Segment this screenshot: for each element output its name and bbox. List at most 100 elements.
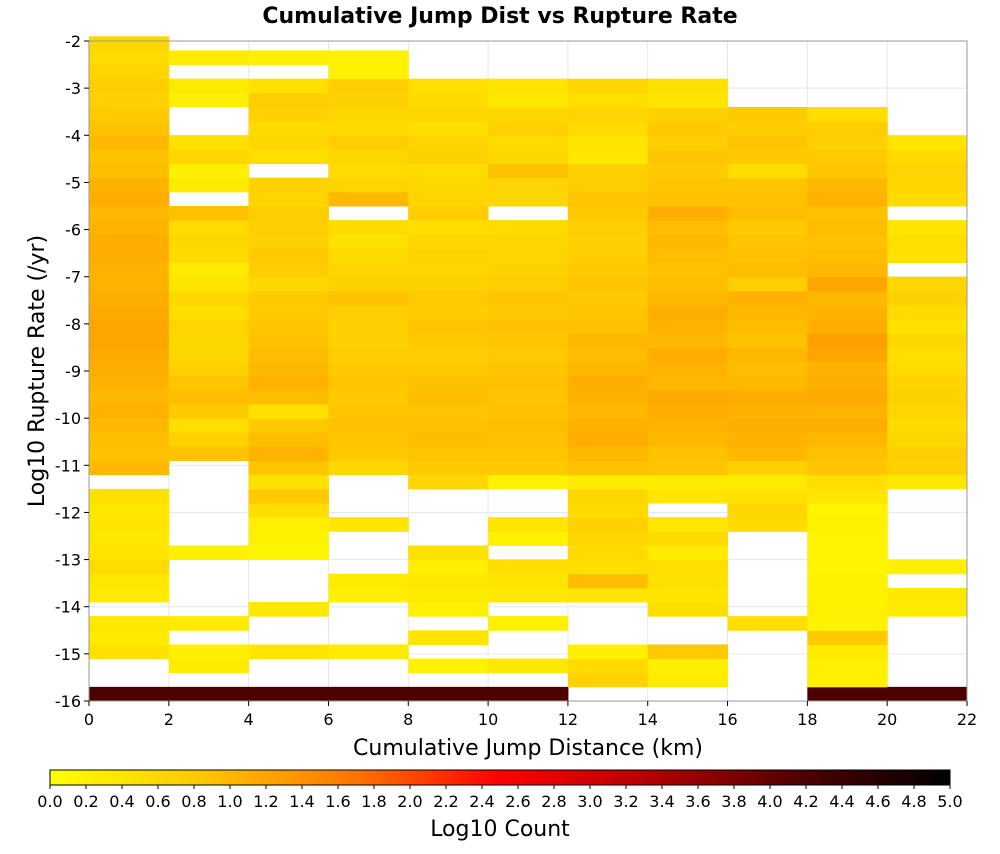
heatmap-cell: [168, 644, 250, 660]
heatmap-cell: [89, 644, 170, 660]
heatmap-cell: [807, 644, 888, 660]
heatmap-cell: [408, 404, 489, 419]
y-axis-ticks: -2 -3 -4 -5 -6 -7 -8 -9 -10 -11 -12 -13 -14 -15 -16: [55, 32, 89, 711]
heatmap-cell: [488, 234, 569, 249]
heatmap-cell: [887, 163, 968, 179]
heatmap-cell: [887, 149, 968, 165]
heatmap-cell: [168, 616, 250, 631]
heatmap-cell: [248, 602, 329, 617]
heatmap-cell: [89, 361, 170, 377]
heatmap-cell: [168, 177, 250, 193]
heatmap-cell: [89, 389, 170, 405]
heatmap-cell: [168, 163, 250, 179]
heatmap-cell: [168, 149, 250, 165]
y-tick-label: -9: [65, 362, 81, 381]
heatmap-cell: [328, 418, 409, 433]
heatmap-cell: [807, 290, 888, 306]
colorbar-tick-label: 3.0: [577, 792, 602, 811]
heatmap-cell: [408, 262, 489, 278]
heatmap-cell: [807, 163, 888, 179]
colorbar-tick-label: 3.8: [721, 792, 746, 811]
heatmap-cell: [727, 460, 808, 476]
heatmap-cell: [807, 149, 888, 165]
heatmap-cell: [647, 545, 729, 561]
heatmap-cell: [328, 177, 409, 193]
chart-title: Cumulative Jump Dist vs Rupture Rate: [262, 4, 737, 29]
heatmap-cell: [567, 517, 649, 532]
y-tick-label: -14: [55, 598, 81, 617]
colorbar-tick-label: 1.2: [253, 792, 278, 811]
heatmap-cell: [408, 389, 489, 405]
heatmap-cell: [89, 149, 170, 165]
heatmap-cell: [567, 290, 649, 306]
heatmap-cell: [567, 587, 649, 603]
heatmap-cell: [89, 78, 170, 94]
heatmap-cell: [567, 460, 649, 476]
heatmap-cell: [807, 177, 888, 193]
heatmap-cell: [567, 573, 649, 589]
heatmap-cell: [168, 686, 250, 702]
heatmap-cell: [807, 347, 888, 363]
heatmap-cell: [647, 177, 729, 193]
heatmap-cell: [248, 305, 329, 320]
heatmap-cell: [168, 248, 250, 264]
heatmap-cell: [807, 375, 888, 391]
heatmap-cell: [727, 503, 808, 518]
heatmap-cell: [567, 404, 649, 419]
heatmap-cell: [89, 375, 170, 391]
heatmap-cell: [887, 347, 968, 363]
heatmap-cell: [807, 630, 888, 645]
heatmap-cell: [807, 559, 888, 575]
heatmap-cell: [89, 333, 170, 348]
heatmap-cell: [727, 149, 808, 165]
heatmap-cell: [567, 177, 649, 193]
x-tick-label: 20: [877, 710, 897, 729]
heatmap-cell: [807, 602, 888, 617]
heatmap-cell: [727, 375, 808, 391]
heatmap-cell: [647, 587, 729, 603]
heatmap-cell: [488, 262, 569, 278]
heatmap-cell: [887, 389, 968, 405]
heatmap-cell: [168, 319, 250, 334]
heatmap-cell: [89, 92, 170, 108]
heatmap-cell: [248, 503, 329, 518]
y-tick-label: -4: [65, 126, 81, 145]
heatmap-cell: [807, 658, 888, 674]
heatmap-cell: [567, 545, 649, 561]
heatmap-cell: [567, 262, 649, 278]
colorbar-tick-label: 1.8: [361, 792, 386, 811]
heatmap-cell: [647, 432, 729, 447]
heatmap-cell: [567, 375, 649, 391]
heatmap-cell: [807, 686, 888, 702]
heatmap-cell: [647, 121, 729, 136]
heatmap-cell: [567, 206, 649, 221]
x-tick-label: 14: [638, 710, 658, 729]
heatmap-cell: [408, 559, 489, 575]
colorbar-tick-label: 2.0: [397, 792, 422, 811]
heatmap-cell: [727, 446, 808, 462]
y-axis-title: Log10 Rupture Rate (/yr): [25, 235, 50, 507]
heatmap-cell: [807, 305, 888, 320]
heatmap-cell: [328, 460, 409, 476]
y-tick-label: -13: [55, 551, 81, 570]
heatmap-cell: [328, 248, 409, 264]
colorbar-tick-label: 0.4: [109, 792, 134, 811]
heatmap-cell: [807, 446, 888, 462]
heatmap-cell: [248, 644, 329, 660]
x-tick-label: 6: [323, 710, 333, 729]
heatmap-cell: [887, 587, 968, 603]
heatmap-cell: [408, 602, 489, 617]
heatmap-cell: [248, 290, 329, 306]
x-axis-ticks: 0 2 4 6 8 10 12 14 16 18 20 22: [84, 701, 977, 729]
heatmap-cell: [488, 135, 569, 150]
heatmap-cell: [408, 121, 489, 136]
heatmap-cell: [89, 50, 170, 66]
heatmap-cell: [647, 404, 729, 419]
heatmap-cell: [328, 262, 409, 278]
heatmap-cell: [248, 446, 329, 462]
colorbar-tick-label: 4.6: [865, 792, 890, 811]
x-tick-label: 4: [244, 710, 254, 729]
heatmap-cells: [89, 36, 968, 702]
heatmap-cell: [647, 389, 729, 405]
heatmap-cell: [567, 78, 649, 94]
